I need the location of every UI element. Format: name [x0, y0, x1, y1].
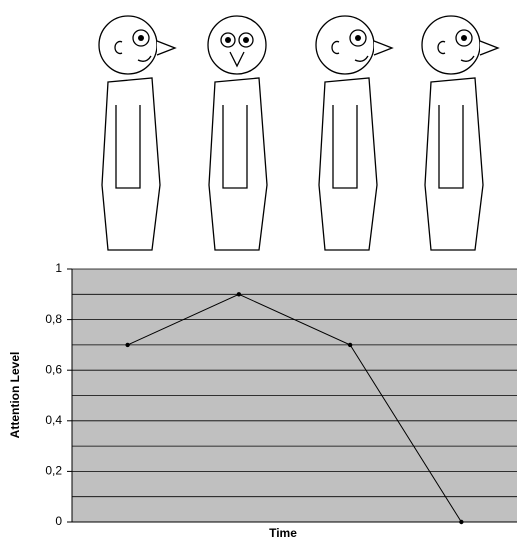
- x-axis-label: Time: [269, 526, 297, 540]
- figures: [99, 16, 498, 250]
- data-point: [125, 343, 129, 347]
- y-tick-label: 0,4: [45, 413, 62, 427]
- page: Attention Level Time 0 0,2 0,4 0,6 0,8 1: [0, 0, 518, 541]
- y-tick-label: 1: [55, 261, 62, 275]
- y-tick-label: 0,6: [45, 362, 62, 376]
- data-point: [237, 292, 241, 296]
- y-tick-label: 0,8: [45, 312, 62, 326]
- y-axis-label: Attention Level: [8, 352, 22, 439]
- chart: Attention Level Time 0 0,2 0,4 0,6 0,8 1: [8, 261, 517, 540]
- y-tick-label: 0,2: [45, 464, 62, 478]
- data-point: [459, 520, 463, 524]
- y-tick-label: 0: [55, 514, 62, 528]
- data-point: [348, 343, 352, 347]
